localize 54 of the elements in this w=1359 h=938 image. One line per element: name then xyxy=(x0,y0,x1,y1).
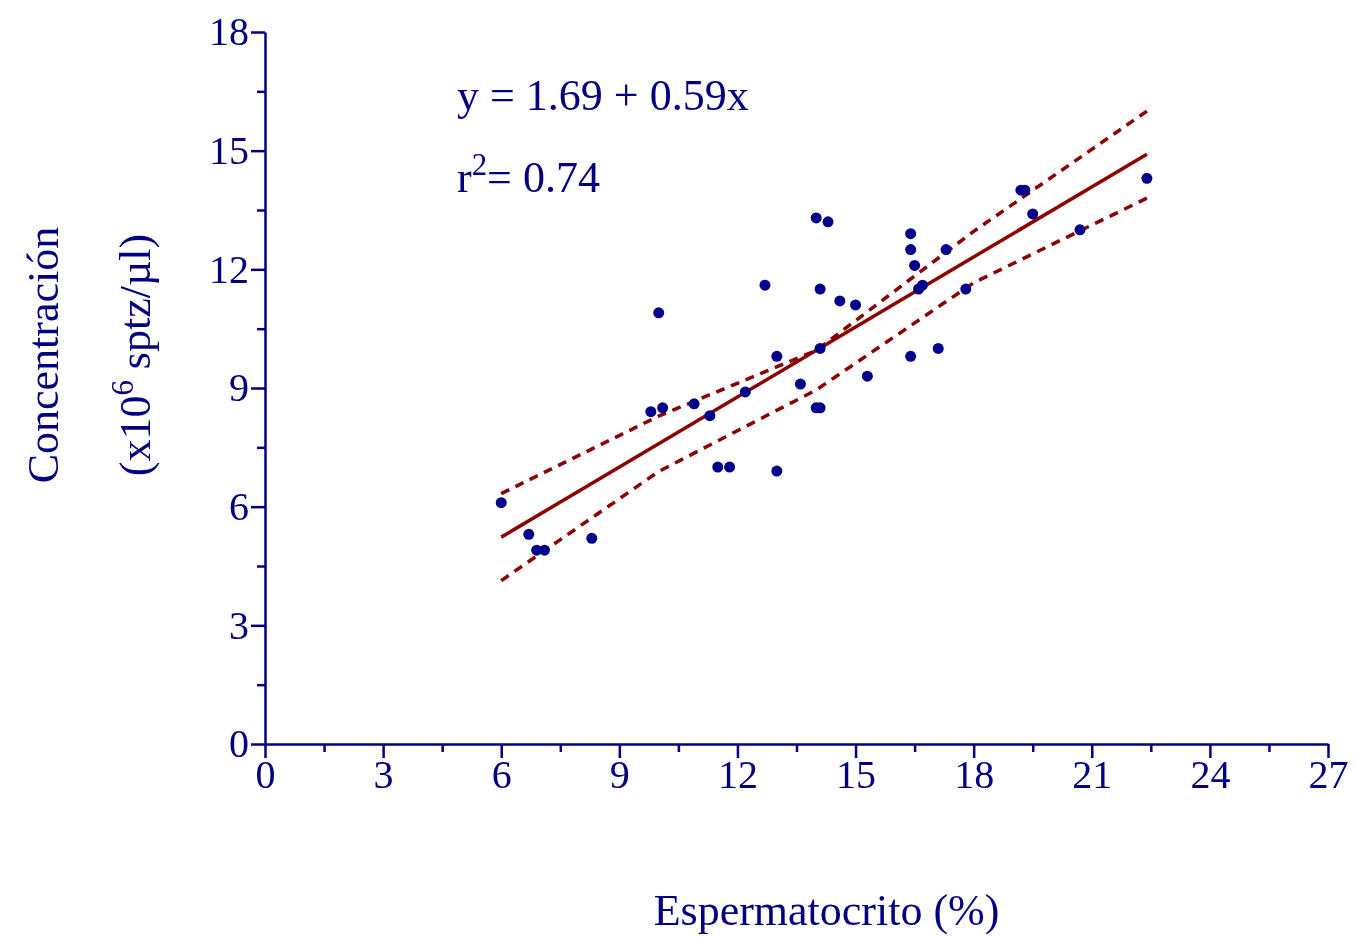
x-tick-label: 18 xyxy=(954,752,995,798)
point xyxy=(916,279,928,291)
point xyxy=(905,228,917,240)
point xyxy=(771,350,783,362)
x-tick-label: 27 xyxy=(1308,752,1349,798)
point xyxy=(861,370,873,382)
point xyxy=(759,279,771,291)
point xyxy=(724,461,736,473)
point xyxy=(653,307,665,319)
point xyxy=(940,244,952,256)
point xyxy=(712,461,724,473)
x-tick-label: 3 xyxy=(373,752,394,798)
point xyxy=(905,350,917,362)
y-tick-label: 12 xyxy=(209,246,249,292)
point xyxy=(834,295,846,307)
x-axis-title: Espermatocrito (%) xyxy=(653,886,1000,935)
x-tick-label: 24 xyxy=(1190,752,1231,798)
y-tick-label: 18 xyxy=(209,9,249,55)
point xyxy=(794,378,806,390)
point xyxy=(1141,172,1153,184)
point xyxy=(704,410,716,422)
point xyxy=(688,398,700,410)
point xyxy=(739,386,751,398)
point xyxy=(1074,224,1086,236)
point xyxy=(1027,208,1039,220)
point xyxy=(960,283,972,295)
annotation: r$^{2}$= 0.74 xyxy=(457,148,600,202)
point xyxy=(932,342,944,354)
y-tick-label: 15 xyxy=(209,127,249,173)
point xyxy=(814,342,826,354)
line-series xyxy=(499,196,1149,583)
y-tick-label: 3 xyxy=(229,602,249,648)
point xyxy=(657,402,669,414)
point xyxy=(586,532,598,544)
point xyxy=(850,299,862,311)
point xyxy=(771,465,783,477)
point xyxy=(814,283,826,295)
point xyxy=(523,528,535,540)
point xyxy=(810,212,822,224)
point xyxy=(495,497,507,509)
x-tick-label: 9 xyxy=(609,752,630,798)
point xyxy=(909,259,921,271)
point xyxy=(645,406,657,418)
point xyxy=(822,216,834,228)
x-tick-label: 21 xyxy=(1072,752,1113,798)
x-tick-label: 15 xyxy=(836,752,877,798)
y-tick-label: 6 xyxy=(229,483,249,529)
annotation: y = 1.69 + 0.59x xyxy=(457,71,749,120)
point xyxy=(539,544,551,556)
y-tick-label: 9 xyxy=(229,365,249,411)
y-tick-label: 0 xyxy=(229,721,249,767)
x-tick-label: 12 xyxy=(717,752,758,798)
point xyxy=(905,244,917,256)
x-tick-label: 6 xyxy=(491,752,512,798)
